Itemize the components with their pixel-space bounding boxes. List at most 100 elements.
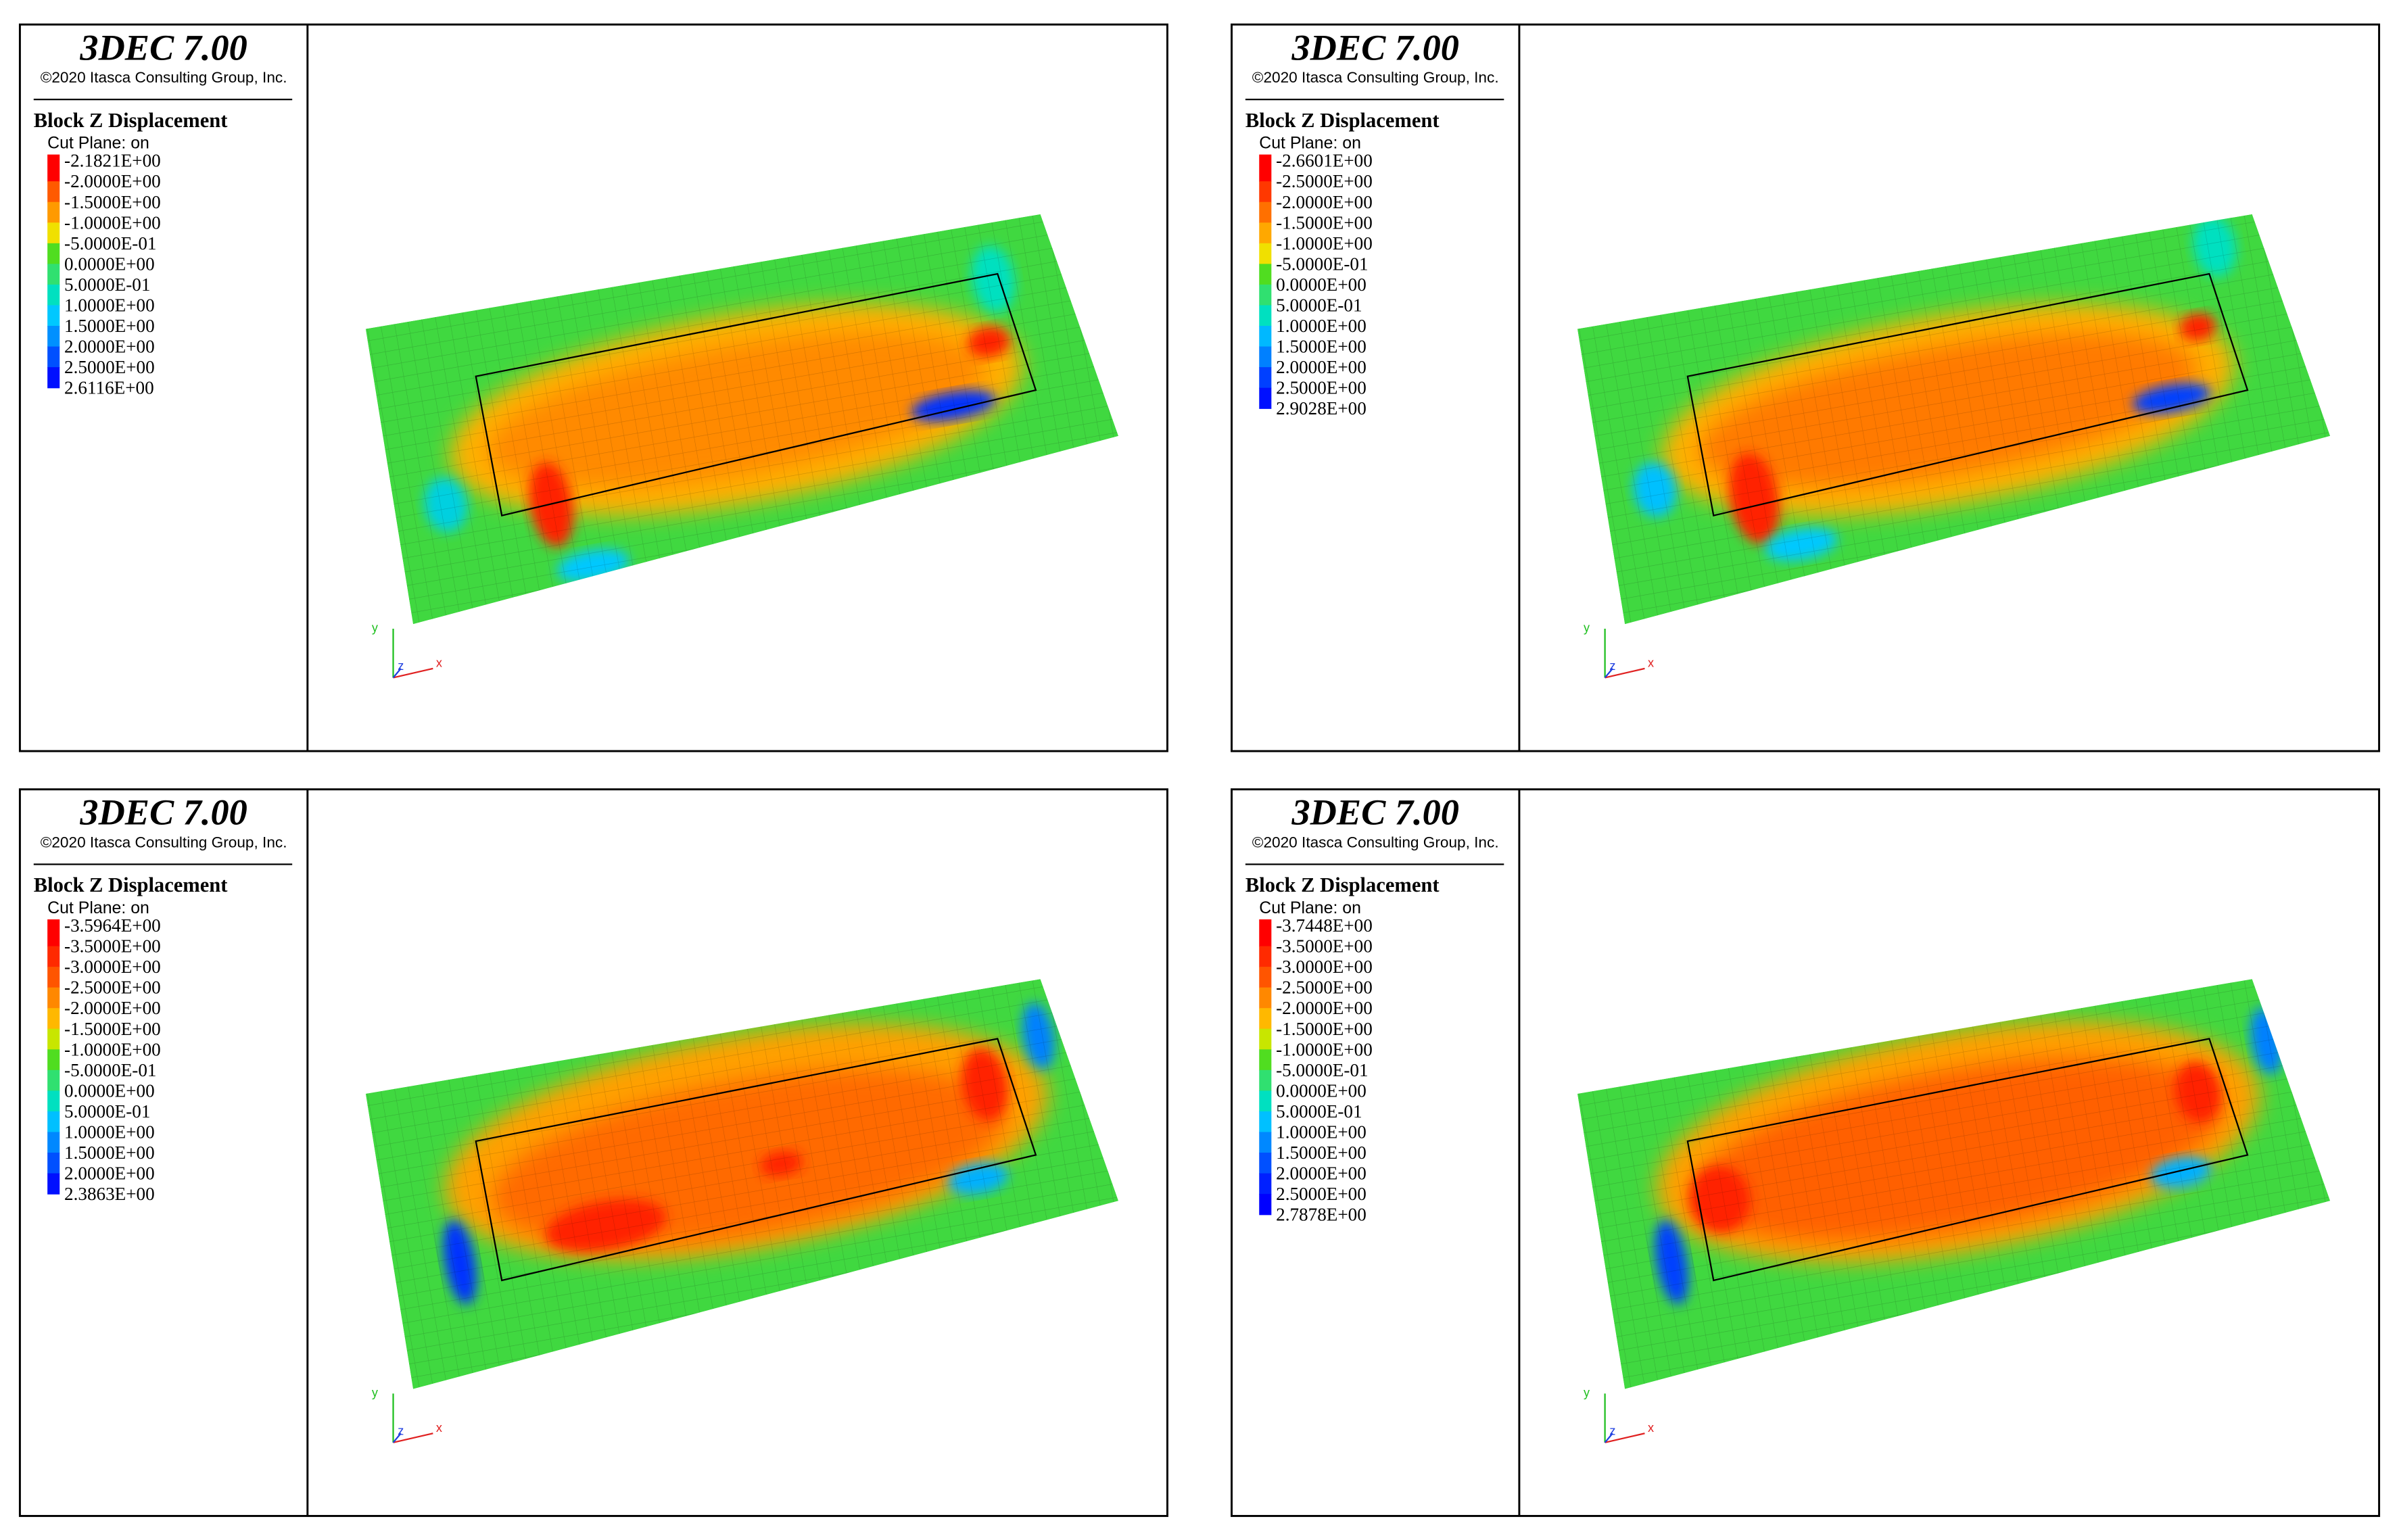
panel: 3DEC 7.00©2020 Itasca Consulting Group, … (18, 788, 1168, 1517)
legend-label: -1.5000E+00 (1276, 1019, 1373, 1039)
legend-swatch (1259, 346, 1272, 368)
excavation-outline (475, 1038, 1037, 1282)
legend-label: 2.5000E+00 (1276, 1184, 1367, 1204)
legend-swatch (1259, 1028, 1272, 1050)
axis-x (1605, 1433, 1645, 1443)
mesh (1577, 979, 2331, 1389)
axis-x-label: x (1648, 656, 1654, 670)
legend-label: 2.7878E+00 (1276, 1205, 1367, 1225)
legend-swatch (1259, 305, 1272, 327)
legend-label: 1.5000E+00 (64, 1142, 155, 1163)
legend-swatch (1259, 264, 1272, 285)
legend-swatch (1259, 243, 1272, 265)
legend-label: 2.5000E+00 (64, 357, 155, 377)
legend-swatch (1259, 1132, 1272, 1153)
legend-label: -2.0000E+00 (1276, 192, 1373, 212)
legend-label: -1.5000E+00 (64, 1019, 161, 1039)
excavation-outline (1686, 1038, 2249, 1282)
legend-title: Block Z Displacement (34, 873, 228, 896)
software-title: 3DEC 7.00 (1291, 792, 1459, 833)
legend-swatch (47, 154, 60, 182)
legend-swatch (47, 1028, 60, 1050)
legend-label: -1.0000E+00 (64, 1039, 161, 1059)
axis-y-label: y (1584, 621, 1590, 635)
contour-plot (1577, 214, 2331, 625)
legend-swatch (47, 987, 60, 1009)
legend-swatch (1259, 1173, 1272, 1195)
legend-swatch (1259, 326, 1272, 347)
legend-label: 5.0000E-01 (64, 1101, 150, 1122)
legend-swatch (47, 1008, 60, 1030)
legend-label: 1.5000E+00 (1276, 337, 1367, 357)
axis-z-label: z (398, 1424, 404, 1438)
copyright: ©2020 Itasca Consulting Group, Inc. (41, 834, 287, 851)
legend-label: 1.0000E+00 (64, 295, 155, 316)
legend-label: -2.6601E+00 (1276, 151, 1373, 171)
axis-x-label: x (436, 656, 442, 670)
legend-label: -5.0000E-01 (64, 1060, 156, 1080)
legend-label: -5.0000E-01 (1276, 1060, 1368, 1080)
legend-swatch (47, 222, 60, 244)
legend-label: -3.5000E+00 (1276, 936, 1373, 957)
axis-z (1604, 1433, 1613, 1443)
legend-label: -1.5000E+00 (1276, 212, 1373, 233)
legend-swatch (1259, 1153, 1272, 1174)
legend-label: 1.0000E+00 (1276, 1122, 1367, 1142)
software-title: 3DEC 7.00 (79, 792, 247, 833)
legend-label: -2.5000E+00 (64, 978, 161, 998)
legend-swatch (47, 181, 60, 203)
legend-swatch (47, 305, 60, 327)
legend-label: -3.0000E+00 (1276, 957, 1373, 977)
legend-label: -1.0000E+00 (64, 212, 161, 233)
legend-label: -5.0000E-01 (1276, 254, 1368, 274)
legend-swatch (1259, 919, 1272, 947)
legend-swatch (1259, 946, 1272, 967)
legend-label: -1.0000E+00 (1276, 1039, 1373, 1059)
legend-title: Block Z Displacement (1245, 109, 1440, 132)
legend-subtitle: Cut Plane: on (47, 898, 149, 917)
axis-z-label: z (398, 659, 404, 673)
legend-label: -2.0000E+00 (64, 171, 161, 191)
axis-x-label: x (1648, 1421, 1654, 1435)
legend-title: Block Z Displacement (1245, 873, 1440, 896)
legend-label: 1.5000E+00 (64, 316, 155, 336)
legend-swatch (1259, 387, 1272, 409)
legend-swatch (47, 367, 60, 389)
legend-label: 5.0000E-01 (1276, 295, 1362, 316)
legend-label: -2.0000E+00 (64, 998, 161, 1018)
legend-swatch (47, 326, 60, 347)
axis-y-label: y (1584, 1386, 1590, 1399)
legend-label: -2.5000E+00 (1276, 978, 1373, 998)
software-title: 3DEC 7.00 (79, 27, 247, 68)
legend-swatch (1259, 967, 1272, 988)
legend-swatch (47, 1090, 60, 1112)
legend-swatch (1259, 1069, 1272, 1092)
legend-swatch (1259, 284, 1272, 306)
legend-swatch (1259, 987, 1272, 1009)
legend-swatch (1259, 1008, 1272, 1030)
legend-swatch (1259, 1111, 1272, 1133)
contour-plot (1577, 979, 2331, 1389)
legend-label: -1.0000E+00 (1276, 233, 1373, 254)
legend-label: 2.6116E+00 (64, 378, 154, 398)
legend-label: -3.0000E+00 (64, 957, 161, 977)
legend-label: -2.5000E+00 (1276, 171, 1373, 191)
legend-subtitle: Cut Plane: on (47, 134, 149, 153)
axis-z (392, 1433, 402, 1443)
legend-swatch (47, 264, 60, 285)
legend-subtitle: Cut Plane: on (1259, 134, 1361, 153)
legend-swatch (1259, 1090, 1272, 1112)
legend-swatch (47, 1173, 60, 1195)
axis-y-label: y (372, 621, 379, 635)
legend-title: Block Z Displacement (34, 109, 228, 132)
software-title: 3DEC 7.00 (1291, 27, 1459, 68)
axis-z-label: z (1609, 659, 1615, 673)
legend-label: 2.3863E+00 (64, 1184, 155, 1204)
legend-label: 1.0000E+00 (1276, 316, 1367, 336)
legend-label: 2.0000E+00 (1276, 357, 1367, 377)
axis-z (1604, 668, 1613, 679)
legend-swatch (1259, 201, 1272, 223)
legend-label: 2.0000E+00 (1276, 1163, 1367, 1184)
legend-label: 0.0000E+00 (64, 254, 155, 274)
